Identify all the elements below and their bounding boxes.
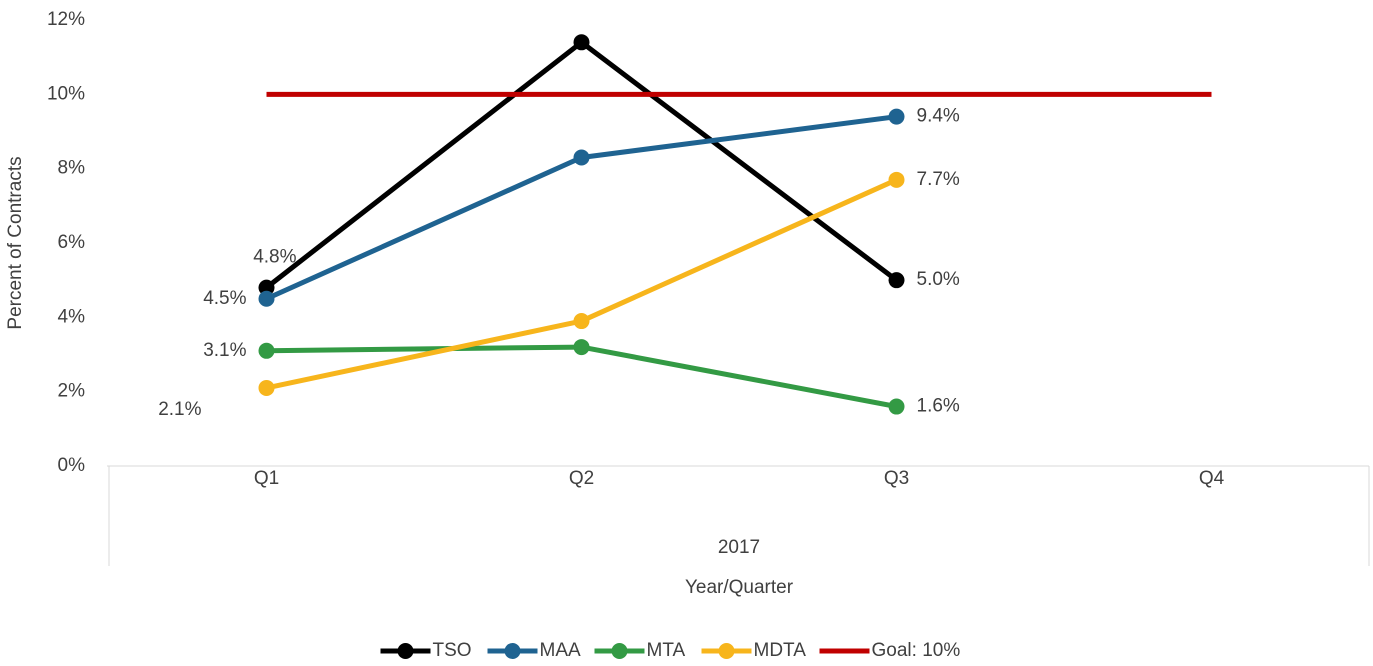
y-tick-label: 8%	[58, 158, 86, 179]
group-label: 2017	[718, 537, 760, 558]
data-label: 9.4%	[917, 106, 960, 127]
series-line	[266, 344, 897, 409]
y-axis-label: Percent of Contracts	[5, 156, 26, 329]
y-tick-label: 2%	[58, 381, 86, 402]
data-label: 7.7%	[917, 169, 960, 190]
legend-label: TSO	[433, 640, 472, 661]
data-point	[573, 149, 590, 166]
data-label: 4.5%	[203, 288, 246, 309]
data-point	[888, 398, 905, 415]
x-tick-label: Q2	[569, 468, 594, 489]
y-tick-label: 6%	[58, 232, 86, 253]
y-tick-label: 10%	[47, 83, 85, 104]
data-point	[258, 290, 275, 307]
legend-label: MTA	[647, 640, 686, 661]
legend-marker	[504, 643, 521, 659]
x-axis-label: Year/Quarter	[685, 577, 794, 598]
data-label: 5.0%	[917, 269, 960, 290]
legend-marker	[397, 643, 414, 659]
legend-marker	[718, 643, 735, 659]
y-tick-label: 4%	[58, 306, 86, 327]
data-label: 1.6%	[917, 396, 960, 417]
y-tick-label: 12%	[47, 9, 85, 30]
data-point	[573, 339, 590, 356]
legend-label: MDTA	[754, 640, 807, 661]
data-label: 2.1%	[158, 399, 201, 420]
data-point	[258, 342, 275, 359]
legend-label: Goal: 10%	[872, 640, 961, 661]
y-tick-label: 0%	[58, 455, 86, 476]
data-point	[888, 272, 905, 289]
legend-label: MAA	[540, 640, 582, 661]
legend-marker	[611, 643, 628, 659]
data-point	[888, 171, 905, 188]
data-point	[573, 313, 590, 330]
x-tick-label: Q3	[884, 468, 909, 489]
data-label: 3.1%	[203, 340, 246, 361]
data-point	[573, 34, 590, 51]
x-tick-label: Q4	[1199, 468, 1225, 489]
x-tick-label: Q1	[254, 468, 279, 489]
data-point	[258, 379, 275, 396]
data-label: 4.8%	[253, 247, 296, 268]
data-point	[258, 279, 275, 296]
data-point	[888, 108, 905, 125]
